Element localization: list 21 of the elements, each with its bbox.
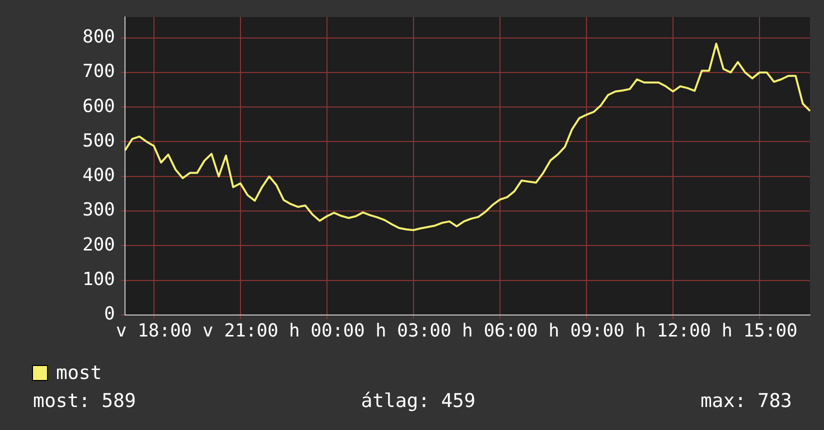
x-tick-label: v 21:00 — [202, 320, 278, 342]
y-tick-label: 300 — [82, 200, 115, 221]
x-tick-label: h 00:00 — [288, 320, 365, 342]
y-tick-label: 400 — [82, 165, 115, 186]
y-tick-label: 600 — [82, 96, 115, 117]
x-tick-label: h 09:00 — [548, 320, 624, 342]
text: most: 589 — [33, 390, 136, 412]
x-tick-label: h 12:00 — [635, 320, 711, 342]
x-tick-label: h 15:00 — [722, 320, 798, 342]
x-tick-label: v 18:00 — [116, 320, 192, 342]
y-tick-label: 100 — [82, 269, 115, 290]
y-tick-label: 0 — [104, 304, 115, 325]
y-tick-label: 500 — [82, 130, 115, 152]
y-tick-label: 700 — [82, 61, 115, 82]
x-tick-label: h 03:00 — [375, 320, 452, 342]
legend-label: most — [56, 362, 102, 384]
x-tick-label: h 06:00 — [462, 320, 538, 342]
y-tick-label: 800 — [82, 26, 115, 48]
text: max: 783 — [700, 390, 792, 412]
y-tick-label: 200 — [82, 234, 115, 256]
text: átlag: 459 — [361, 390, 476, 412]
